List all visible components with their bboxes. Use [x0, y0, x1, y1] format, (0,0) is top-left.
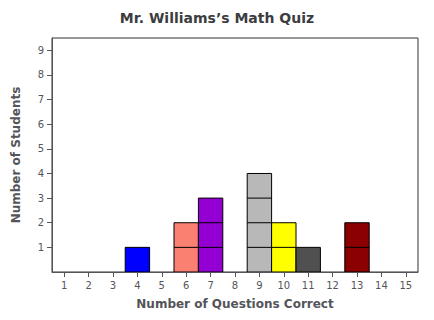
svg-text:6: 6	[183, 280, 189, 291]
svg-text:9: 9	[256, 280, 262, 291]
svg-text:Mr. Williams’s Math Quiz: Mr. Williams’s Math Quiz	[120, 10, 314, 26]
svg-text:5: 5	[159, 280, 165, 291]
svg-text:4: 4	[38, 168, 44, 179]
svg-text:11: 11	[302, 280, 315, 291]
svg-text:3: 3	[38, 193, 44, 204]
svg-text:2: 2	[85, 280, 91, 291]
svg-text:2: 2	[38, 217, 44, 228]
svg-text:14: 14	[375, 280, 388, 291]
svg-text:Number of Questions Correct: Number of Questions Correct	[136, 297, 334, 311]
svg-text:8: 8	[38, 69, 44, 80]
svg-text:7: 7	[207, 280, 213, 291]
svg-text:5: 5	[38, 143, 44, 154]
svg-text:9: 9	[38, 45, 44, 56]
svg-text:6: 6	[38, 119, 44, 130]
svg-text:10: 10	[277, 280, 290, 291]
svg-text:1: 1	[61, 280, 67, 291]
svg-text:7: 7	[38, 94, 44, 105]
svg-text:8: 8	[232, 280, 238, 291]
svg-text:12: 12	[326, 280, 339, 291]
svg-text:13: 13	[351, 280, 364, 291]
svg-text:4: 4	[134, 280, 140, 291]
svg-text:3: 3	[110, 280, 116, 291]
svg-text:15: 15	[399, 280, 412, 291]
svg-text:Number of Students: Number of Students	[9, 87, 23, 224]
svg-text:1: 1	[38, 242, 44, 253]
